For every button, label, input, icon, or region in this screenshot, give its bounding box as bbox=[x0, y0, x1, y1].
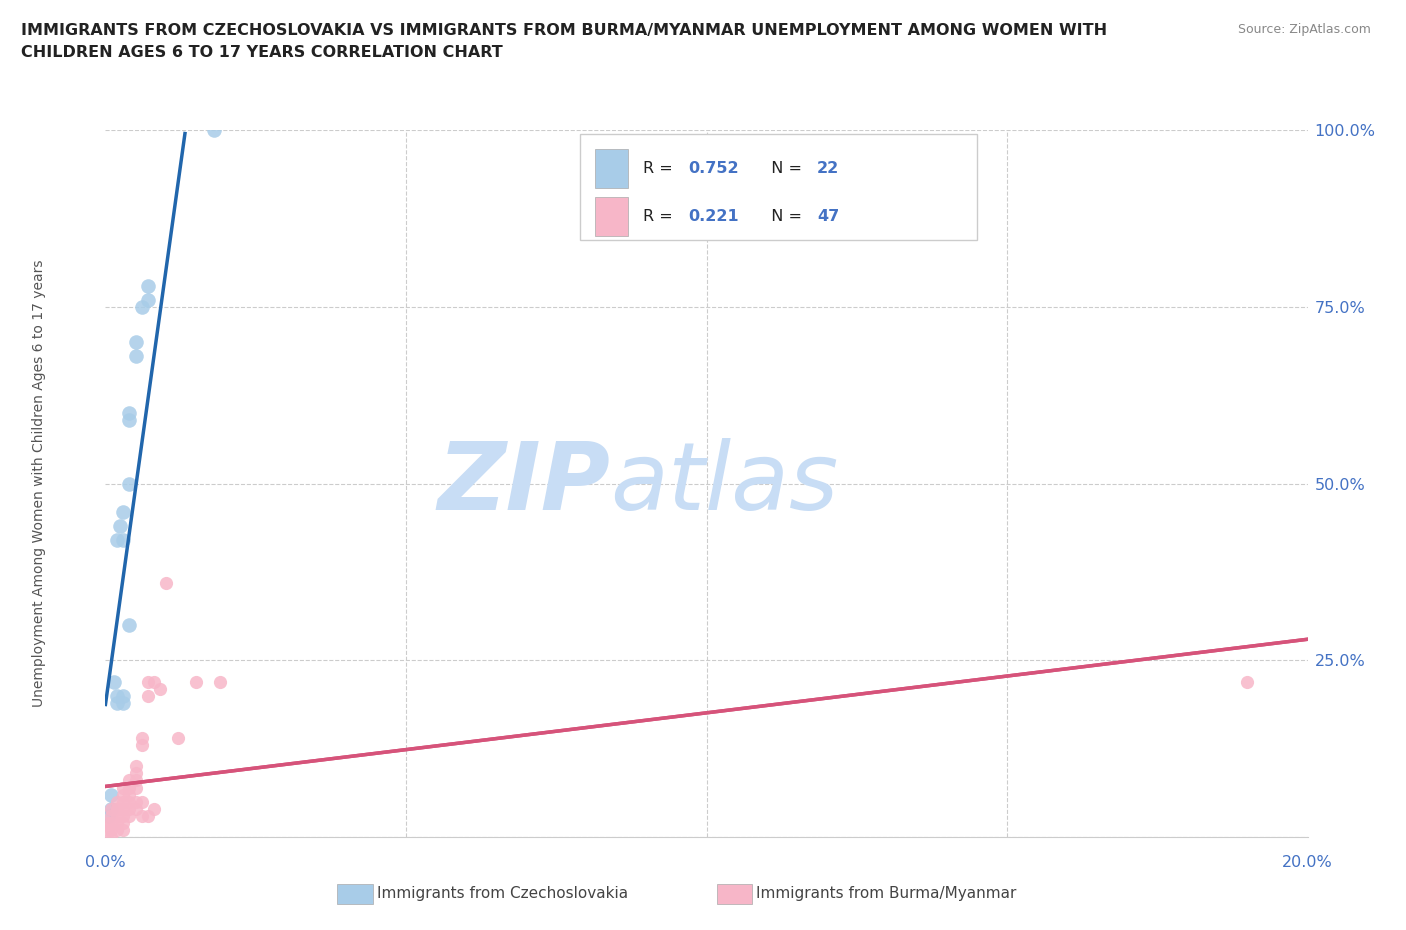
Point bbox=[110, 519, 132, 534]
Point bbox=[112, 504, 135, 519]
Text: N =: N = bbox=[761, 209, 807, 224]
Text: R =: R = bbox=[643, 209, 678, 224]
Point bbox=[107, 533, 129, 548]
Point bbox=[100, 802, 122, 817]
Text: Unemployment Among Women with Children Ages 6 to 17 years: Unemployment Among Women with Children A… bbox=[32, 259, 46, 708]
Text: 20.0%: 20.0% bbox=[1282, 855, 1333, 870]
Point bbox=[97, 816, 120, 830]
Point bbox=[148, 681, 170, 696]
Point bbox=[118, 413, 141, 428]
Point bbox=[136, 292, 159, 307]
Point bbox=[103, 674, 125, 689]
Text: Source: ZipAtlas.com: Source: ZipAtlas.com bbox=[1237, 23, 1371, 36]
Point bbox=[100, 822, 122, 837]
FancyBboxPatch shape bbox=[595, 150, 628, 188]
Point bbox=[107, 802, 129, 817]
Point bbox=[107, 802, 129, 817]
Point bbox=[112, 787, 135, 802]
Point bbox=[112, 808, 135, 823]
Point bbox=[136, 688, 159, 703]
Text: 47: 47 bbox=[817, 209, 839, 224]
Text: 0.752: 0.752 bbox=[689, 161, 740, 176]
Point bbox=[142, 674, 165, 689]
Point bbox=[124, 780, 146, 795]
Point bbox=[112, 780, 135, 795]
Text: 22: 22 bbox=[817, 161, 839, 176]
Point bbox=[131, 731, 153, 746]
Point bbox=[131, 737, 153, 752]
Point bbox=[118, 794, 141, 809]
Point bbox=[131, 299, 153, 314]
Point bbox=[136, 674, 159, 689]
Point bbox=[112, 816, 135, 830]
Point bbox=[107, 808, 129, 823]
Point bbox=[118, 787, 141, 802]
Point bbox=[107, 816, 129, 830]
Point bbox=[112, 802, 135, 817]
Text: 0.221: 0.221 bbox=[689, 209, 740, 224]
Point bbox=[124, 802, 146, 817]
FancyBboxPatch shape bbox=[581, 134, 977, 240]
Point bbox=[124, 335, 146, 350]
Point bbox=[100, 830, 122, 844]
Point bbox=[124, 766, 146, 781]
Point bbox=[184, 674, 207, 689]
Point bbox=[107, 794, 129, 809]
Point bbox=[118, 618, 141, 632]
Point bbox=[208, 674, 231, 689]
Point bbox=[118, 405, 141, 420]
Text: atlas: atlas bbox=[610, 438, 838, 529]
Point bbox=[155, 575, 177, 590]
Point bbox=[112, 822, 135, 837]
Point bbox=[118, 780, 141, 795]
Point bbox=[97, 822, 120, 837]
Point bbox=[202, 123, 225, 138]
Text: Immigrants from Burma/Myanmar: Immigrants from Burma/Myanmar bbox=[756, 886, 1017, 901]
Point bbox=[136, 278, 159, 293]
Point bbox=[124, 773, 146, 788]
Point bbox=[136, 808, 159, 823]
Point bbox=[124, 794, 146, 809]
FancyBboxPatch shape bbox=[595, 197, 628, 236]
Text: ZIP: ZIP bbox=[437, 438, 610, 529]
Point bbox=[112, 688, 135, 703]
Point bbox=[131, 794, 153, 809]
Point bbox=[1236, 674, 1258, 689]
Point bbox=[107, 822, 129, 837]
Point bbox=[131, 808, 153, 823]
Point bbox=[100, 816, 122, 830]
Point bbox=[107, 696, 129, 711]
Text: N =: N = bbox=[761, 161, 807, 176]
Point bbox=[124, 759, 146, 774]
Text: 0.0%: 0.0% bbox=[86, 855, 125, 870]
Text: Immigrants from Czechoslovakia: Immigrants from Czechoslovakia bbox=[377, 886, 628, 901]
Point bbox=[112, 696, 135, 711]
Point bbox=[107, 688, 129, 703]
Point bbox=[166, 731, 188, 746]
Point bbox=[124, 349, 146, 364]
Point bbox=[142, 802, 165, 817]
Point bbox=[118, 476, 141, 491]
Point bbox=[112, 533, 135, 548]
Point bbox=[100, 808, 122, 823]
Point bbox=[112, 794, 135, 809]
Point bbox=[118, 808, 141, 823]
Point bbox=[118, 802, 141, 817]
Point bbox=[100, 787, 122, 802]
Text: IMMIGRANTS FROM CZECHOSLOVAKIA VS IMMIGRANTS FROM BURMA/MYANMAR UNEMPLOYMENT AMO: IMMIGRANTS FROM CZECHOSLOVAKIA VS IMMIGR… bbox=[21, 23, 1107, 60]
Point bbox=[97, 808, 120, 823]
Point bbox=[118, 773, 141, 788]
Text: R =: R = bbox=[643, 161, 678, 176]
Point bbox=[100, 802, 122, 817]
